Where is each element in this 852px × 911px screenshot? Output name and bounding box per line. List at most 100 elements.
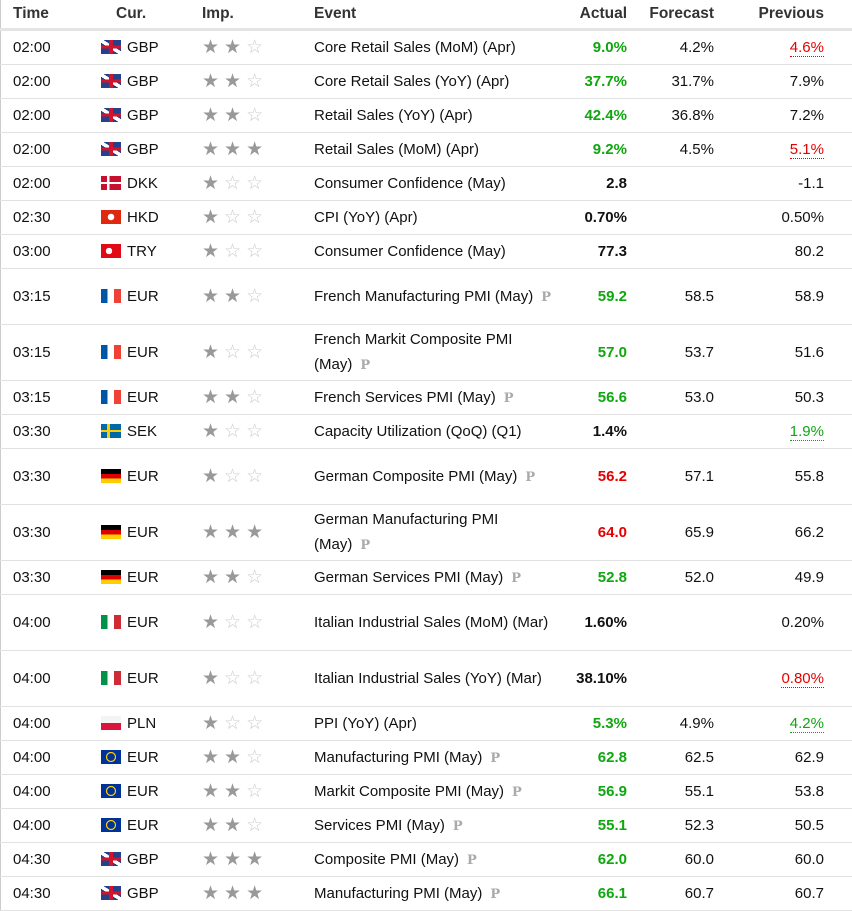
star-filled-icon: ★ <box>202 815 219 836</box>
event-name[interactable]: French Manufacturing PMI (May) <box>314 288 533 305</box>
event-time: 04:30 <box>1 843 100 877</box>
table-row[interactable]: 04:00 EUR ★★☆ Services PMI (May)P 55.1 5… <box>1 809 852 843</box>
table-row[interactable]: 04:00 EUR ★☆☆ Italian Industrial Sales (… <box>1 651 852 707</box>
table-row[interactable]: 04:00 PLN ★☆☆ PPI (YoY) (Apr) 5.3% 4.9% … <box>1 707 852 741</box>
table-row[interactable]: 03:30 SEK ★☆☆ Capacity Utilization (QoQ)… <box>1 415 852 449</box>
previous-value[interactable]: 5.1% <box>790 141 824 159</box>
actual-value: 55.1 <box>552 809 627 843</box>
table-row[interactable]: 03:30 EUR ★★★ German Manufacturing PMI (… <box>1 505 852 561</box>
currency-code: EUR <box>127 569 159 586</box>
star-filled-icon: ★ <box>202 37 219 58</box>
event-name[interactable]: Core Retail Sales (YoY) (Apr) <box>314 73 509 90</box>
flag-eu-icon <box>101 750 121 764</box>
forecast-value <box>627 167 714 201</box>
star-empty-icon: ☆ <box>246 421 263 442</box>
previous-value[interactable]: 1.9% <box>790 423 824 441</box>
event-time: 04:00 <box>1 741 100 775</box>
event-name[interactable]: Manufacturing PMI (May) <box>314 885 482 902</box>
previous-value: 51.6 <box>795 344 824 361</box>
event-name[interactable]: Capacity Utilization (QoQ) (Q1) <box>314 423 522 440</box>
forecast-value <box>627 235 714 269</box>
event-cell: French Markit Composite PMI (May)P <box>314 325 552 381</box>
table-row[interactable]: 03:30 EUR ★☆☆ German Composite PMI (May)… <box>1 449 852 505</box>
flag-it-icon <box>101 615 121 629</box>
event-name[interactable]: CPI (YoY) (Apr) <box>314 209 418 226</box>
header-event[interactable]: Event <box>314 0 552 30</box>
table-row[interactable]: 04:00 EUR ★☆☆ Italian Industrial Sales (… <box>1 595 852 651</box>
event-name[interactable]: French Services PMI (May) <box>314 389 496 406</box>
event-name[interactable]: Italian Industrial Sales (YoY) (Mar) <box>314 670 542 687</box>
table-row[interactable]: 04:00 EUR ★★☆ Manufacturing PMI (May)P 6… <box>1 741 852 775</box>
table-row[interactable]: 03:00 TRY ★☆☆ Consumer Confidence (May) … <box>1 235 852 269</box>
table-row[interactable]: 04:00 EUR ★★☆ Markit Composite PMI (May)… <box>1 775 852 809</box>
table-row[interactable]: 03:15 EUR ★★☆ French Services PMI (May)P… <box>1 381 852 415</box>
event-name[interactable]: Consumer Confidence (May) <box>314 175 506 192</box>
table-row[interactable]: 03:15 EUR ★★☆ French Manufacturing PMI (… <box>1 269 852 325</box>
header-previous[interactable]: Previous <box>714 0 852 30</box>
event-time: 02:00 <box>1 30 100 65</box>
previous-cell: 51.6 <box>714 325 852 381</box>
previous-value: 80.2 <box>795 243 824 260</box>
event-name[interactable]: Markit Composite PMI (May) <box>314 783 504 800</box>
event-name[interactable]: Retail Sales (YoY) (Apr) <box>314 107 473 124</box>
table-row[interactable]: 02:00 DKK ★☆☆ Consumer Confidence (May) … <box>1 167 852 201</box>
flag-gb-icon <box>101 40 121 54</box>
actual-value: 57.0 <box>552 325 627 381</box>
currency-code: EUR <box>127 468 159 485</box>
star-empty-icon: ☆ <box>246 37 263 58</box>
event-time: 02:00 <box>1 167 100 201</box>
previous-value[interactable]: 0.80% <box>781 670 824 688</box>
table-row[interactable]: 03:30 EUR ★★☆ German Services PMI (May)P… <box>1 561 852 595</box>
event-name[interactable]: Manufacturing PMI (May) <box>314 749 482 766</box>
event-name[interactable]: Italian Industrial Sales (MoM) (Mar) <box>314 614 548 631</box>
actual-value: 77.3 <box>552 235 627 269</box>
event-name[interactable]: Retail Sales (MoM) (Apr) <box>314 141 479 158</box>
importance-stars: ★★☆ <box>202 809 314 843</box>
preliminary-icon: P <box>490 887 500 902</box>
header-importance[interactable]: Imp. <box>202 0 314 30</box>
star-filled-icon: ★ <box>224 387 241 408</box>
header-row: Time Cur. Imp. Event Actual Forecast Pre… <box>1 0 852 30</box>
table-row[interactable]: 02:00 GBP ★★★ Retail Sales (MoM) (Apr) 9… <box>1 133 852 167</box>
event-cell: German Services PMI (May)P <box>314 561 552 595</box>
event-name[interactable]: German Composite PMI (May) <box>314 468 517 485</box>
header-time[interactable]: Time <box>1 0 100 30</box>
table-row[interactable]: 03:15 EUR ★☆☆ French Markit Composite PM… <box>1 325 852 381</box>
table-row[interactable]: 04:30 GBP ★★★ Composite PMI (May)P 62.0 … <box>1 843 852 877</box>
event-name[interactable]: Composite PMI (May) <box>314 851 459 868</box>
event-name[interactable]: German Manufacturing PMI (May) <box>314 511 498 553</box>
event-name[interactable]: Services PMI (May) <box>314 817 445 834</box>
event-time: 03:15 <box>1 325 100 381</box>
currency-cell: GBP <box>99 30 202 65</box>
star-filled-icon: ★ <box>202 241 219 262</box>
actual-value: 1.60% <box>552 595 627 651</box>
event-name[interactable]: German Services PMI (May) <box>314 569 503 586</box>
previous-value: 0.20% <box>781 614 824 631</box>
table-row[interactable]: 02:00 GBP ★★☆ Core Retail Sales (YoY) (A… <box>1 65 852 99</box>
event-time: 03:30 <box>1 449 100 505</box>
header-forecast[interactable]: Forecast <box>627 0 714 30</box>
currency-code: EUR <box>127 614 159 631</box>
event-name[interactable]: Consumer Confidence (May) <box>314 243 506 260</box>
table-row[interactable]: 02:00 GBP ★★☆ Retail Sales (YoY) (Apr) 4… <box>1 99 852 133</box>
star-empty-icon: ☆ <box>246 387 263 408</box>
header-currency[interactable]: Cur. <box>99 0 202 30</box>
flag-eu-icon <box>101 784 121 798</box>
header-actual[interactable]: Actual <box>552 0 627 30</box>
star-empty-icon: ☆ <box>246 567 263 588</box>
event-name[interactable]: French Markit Composite PMI (May) <box>314 331 512 373</box>
event-name[interactable]: Core Retail Sales (MoM) (Apr) <box>314 39 516 56</box>
table-row[interactable]: 02:30 HKD ★☆☆ CPI (YoY) (Apr) 0.70% 0.50… <box>1 201 852 235</box>
currency-code: GBP <box>127 107 159 124</box>
star-filled-icon: ★ <box>202 747 219 768</box>
flag-fr-icon <box>101 390 121 404</box>
previous-value[interactable]: 4.6% <box>790 39 824 57</box>
forecast-value <box>627 651 714 707</box>
star-empty-icon: ☆ <box>246 241 263 262</box>
star-filled-icon: ★ <box>224 105 241 126</box>
star-filled-icon: ★ <box>224 71 241 92</box>
event-name[interactable]: PPI (YoY) (Apr) <box>314 715 417 732</box>
previous-value[interactable]: 4.2% <box>790 715 824 733</box>
table-row[interactable]: 02:00 GBP ★★☆ Core Retail Sales (MoM) (A… <box>1 30 852 65</box>
flag-it-icon <box>101 671 121 685</box>
